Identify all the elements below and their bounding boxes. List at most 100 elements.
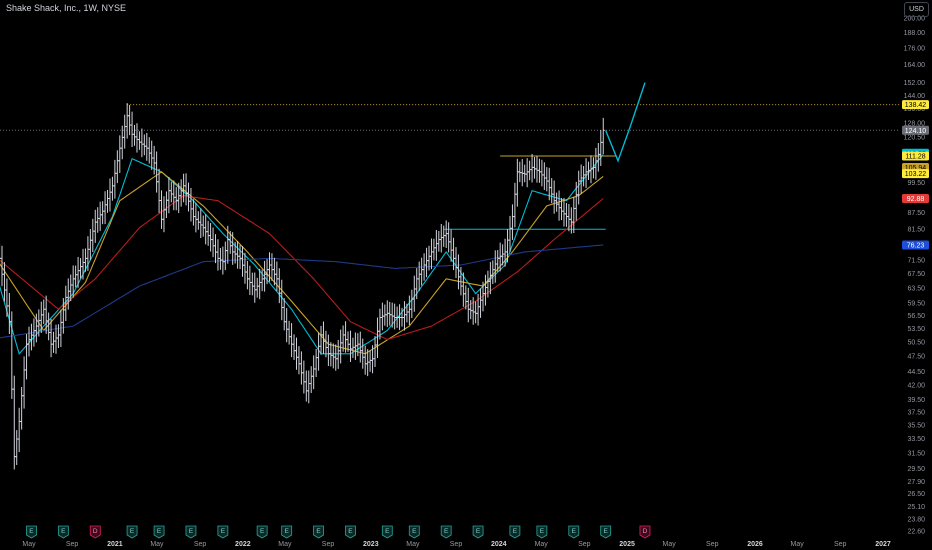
event-marker-shape: [472, 525, 484, 539]
event-marker-text: E: [285, 528, 290, 535]
event-marker-text: E: [189, 528, 194, 535]
y-axis-tick-label: 81.50: [907, 227, 925, 234]
y-axis-tick-label: 37.50: [907, 409, 925, 416]
y-axis-tick-label: 53.50: [907, 326, 925, 333]
x-axis-tick-label: May: [663, 541, 677, 548]
y-axis-tick-label: 42.00: [907, 383, 925, 390]
y-axis-tick-label: 164.00: [904, 62, 926, 69]
earnings-marker: E: [57, 525, 69, 539]
y-axis-tick-label: 56.50: [907, 313, 925, 320]
event-marker-text: E: [61, 528, 66, 535]
y-axis-tick-label: 87.50: [907, 210, 925, 217]
earnings-marker: E: [536, 525, 548, 539]
currency-button[interactable]: USD: [904, 2, 929, 17]
x-axis-tick-label: May: [406, 541, 420, 548]
x-axis-tick-label: Sep: [322, 541, 335, 548]
earnings-marker: E: [509, 525, 521, 539]
y-axis-tick-label: 26.50: [907, 491, 925, 498]
price-label: 124.10: [905, 128, 927, 135]
moving-average-line-4: [0, 244, 604, 339]
earnings-marker: E: [472, 525, 484, 539]
event-marker-text: E: [604, 528, 609, 535]
ohlc-bars: [0, 103, 605, 470]
x-axis-tick-label: May: [535, 541, 549, 548]
event-marker-shape: [281, 525, 293, 539]
price-label: 92.88: [907, 196, 925, 203]
event-marker-text: E: [513, 528, 518, 535]
earnings-marker: E: [408, 525, 420, 539]
y-axis-tick-label: 63.50: [907, 285, 925, 292]
earnings-marker: E: [381, 525, 393, 539]
chart-title: Shake Shack, Inc., 1W, NYSE: [6, 3, 127, 13]
x-axis-tick-label: Sep: [66, 541, 79, 548]
y-axis-tick-label: 152.00: [904, 80, 926, 87]
earnings-marker: E: [256, 525, 268, 539]
y-axis-tick-label: 188.00: [904, 30, 926, 37]
price-label-bg: [902, 240, 929, 250]
event-marker-text: E: [130, 528, 135, 535]
event-marker-text: E: [348, 528, 353, 535]
y-axis-tick-label: 176.00: [904, 46, 926, 53]
earnings-marker: E: [440, 525, 452, 539]
y-axis-tick-label: 31.50: [907, 450, 925, 457]
earnings-marker: E: [600, 525, 612, 539]
y-axis-tick-label: 59.50: [907, 301, 925, 308]
event-marker-shape: [217, 525, 229, 539]
y-axis-tick-label: 25.10: [907, 504, 925, 511]
event-marker-shape: [509, 525, 521, 539]
price-label-bg: [902, 193, 929, 203]
event-marker-text: E: [157, 528, 162, 535]
event-marker-shape: [381, 525, 393, 539]
y-axis-tick-label: 29.50: [907, 466, 925, 473]
event-marker-text: E: [260, 528, 265, 535]
event-marker-text: E: [316, 528, 321, 535]
price-label-bg: [902, 125, 929, 135]
y-axis-tick-label: 200.00: [904, 16, 926, 23]
event-marker-shape: [153, 525, 165, 539]
event-marker-text: D: [643, 528, 648, 535]
y-axis-tick-label: 144.00: [904, 93, 926, 100]
event-marker-shape: [89, 525, 101, 539]
y-axis-tick-label: 22.60: [907, 529, 925, 536]
earnings-marker: E: [313, 525, 324, 539]
moving-average-line-3: [0, 195, 604, 341]
x-axis-tick-label: 2026: [747, 541, 763, 548]
y-axis-tick-label: 120.50: [904, 135, 926, 142]
y-axis-tick-label: 99.50: [907, 180, 925, 187]
price-label-bg: [902, 169, 929, 179]
event-marker-shape: [313, 525, 324, 539]
price-label: 76.23: [907, 243, 925, 250]
y-axis-tick-label: 44.50: [907, 369, 925, 376]
event-marker-text: E: [572, 528, 577, 535]
x-axis-tick-label: 2025: [619, 541, 635, 548]
earnings-marker: E: [153, 525, 165, 539]
earnings-marker: E: [185, 525, 197, 539]
y-axis-tick-label: 47.50: [907, 354, 925, 361]
x-axis-tick-label: 2024: [491, 541, 507, 548]
earnings-marker: E: [345, 525, 356, 539]
y-axis-tick-label: 128.00: [904, 121, 926, 128]
event-marker-shape: [408, 525, 420, 539]
x-axis-tick-label: Sep: [450, 541, 463, 548]
price-label-bg: [902, 100, 929, 110]
x-axis-tick-label: 2022: [235, 541, 251, 548]
x-axis-tick-label: Sep: [194, 541, 207, 548]
event-marker-shape: [185, 525, 197, 539]
event-marker-shape: [126, 525, 138, 539]
event-marker-text: E: [540, 528, 545, 535]
x-axis-tick-label: May: [790, 541, 804, 548]
moving-average-line-1: [0, 154, 604, 355]
y-axis-tick-label: 23.80: [907, 516, 925, 523]
event-marker-text: E: [412, 528, 417, 535]
event-marker-shape: [536, 525, 548, 539]
x-axis-tick-label: Sep: [706, 541, 719, 548]
event-marker-shape: [26, 525, 37, 539]
event-marker-shape: [600, 525, 612, 539]
moving-average-line-2: [0, 171, 604, 355]
event-marker-shape: [568, 525, 580, 539]
dividend-marker: D: [89, 525, 101, 539]
event-marker-text: E: [29, 528, 34, 535]
price-label: 103.22: [905, 171, 927, 178]
